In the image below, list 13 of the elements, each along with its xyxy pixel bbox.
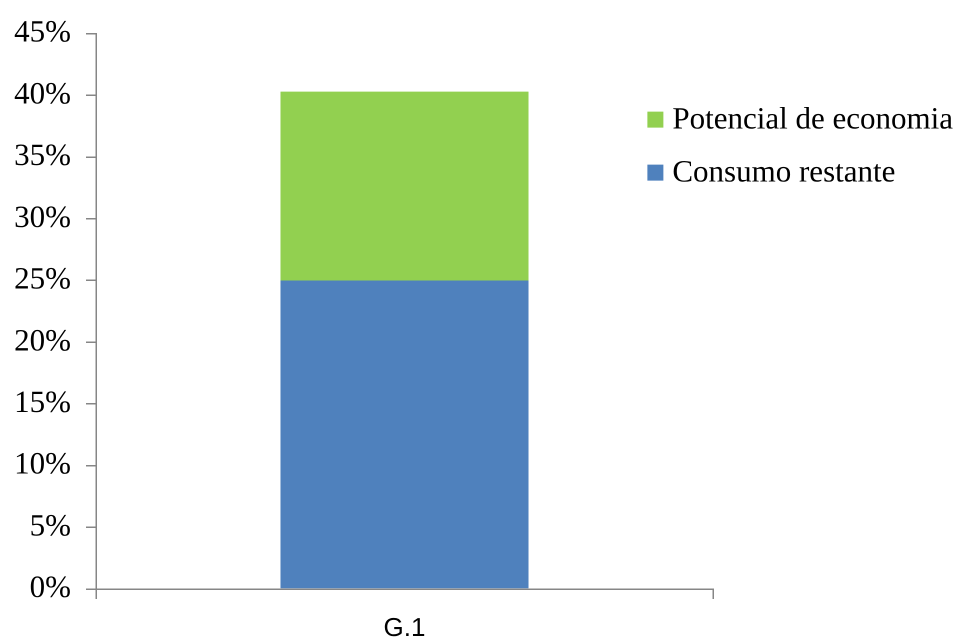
y-tick-label: 35% [14,137,71,172]
y-tick-label: 20% [14,322,71,358]
x-tick-label: G.1 [384,612,426,642]
y-tick-label: 40% [14,75,71,110]
y-tick-label: 15% [14,384,71,420]
y-tick-label: 10% [14,446,71,481]
y-tick-label: 45% [14,14,71,49]
legend-label: Consumo restante [672,154,896,189]
y-tick-label: 5% [30,507,71,542]
legend-label: Potencial de economia [672,100,954,136]
y-tick-label: 25% [14,260,71,296]
y-tick-label: 30% [14,198,71,234]
y-tick-label: 0% [30,569,71,604]
